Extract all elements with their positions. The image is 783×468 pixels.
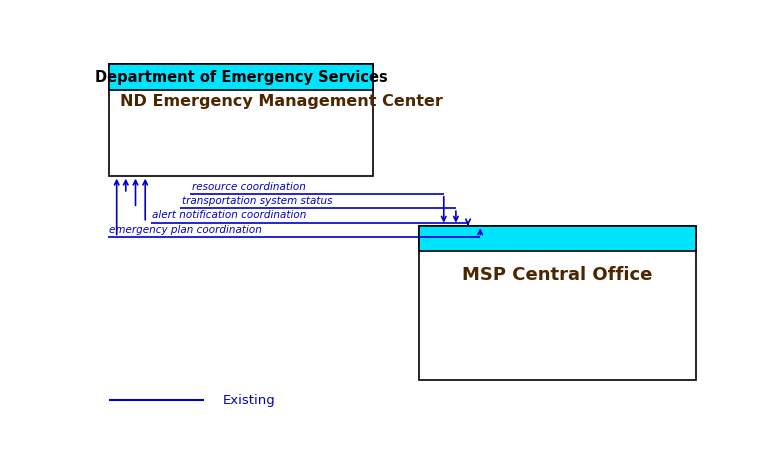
Text: Existing: Existing [222, 394, 275, 407]
Bar [110, 64, 373, 90]
Text: alert notification coordination: alert notification coordination [153, 211, 307, 220]
Text: transportation system status: transportation system status [182, 196, 332, 206]
Text: resource coordination: resource coordination [192, 182, 306, 192]
Text: MSP Central Office: MSP Central Office [462, 266, 653, 284]
Text: Department of Emergency Services: Department of Emergency Services [95, 70, 388, 85]
Text: ND Emergency Management Center: ND Emergency Management Center [121, 95, 443, 110]
Bar [420, 226, 695, 251]
Bar [420, 226, 695, 380]
Bar [110, 64, 373, 176]
Text: emergency plan coordination: emergency plan coordination [110, 225, 262, 235]
